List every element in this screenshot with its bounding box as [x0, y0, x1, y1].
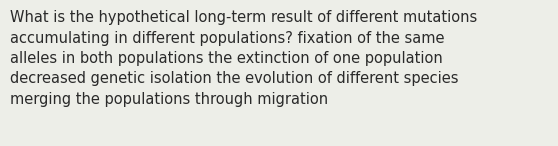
Text: What is the hypothetical long-term result of different mutations
accumulating in: What is the hypothetical long-term resul… — [10, 10, 477, 107]
